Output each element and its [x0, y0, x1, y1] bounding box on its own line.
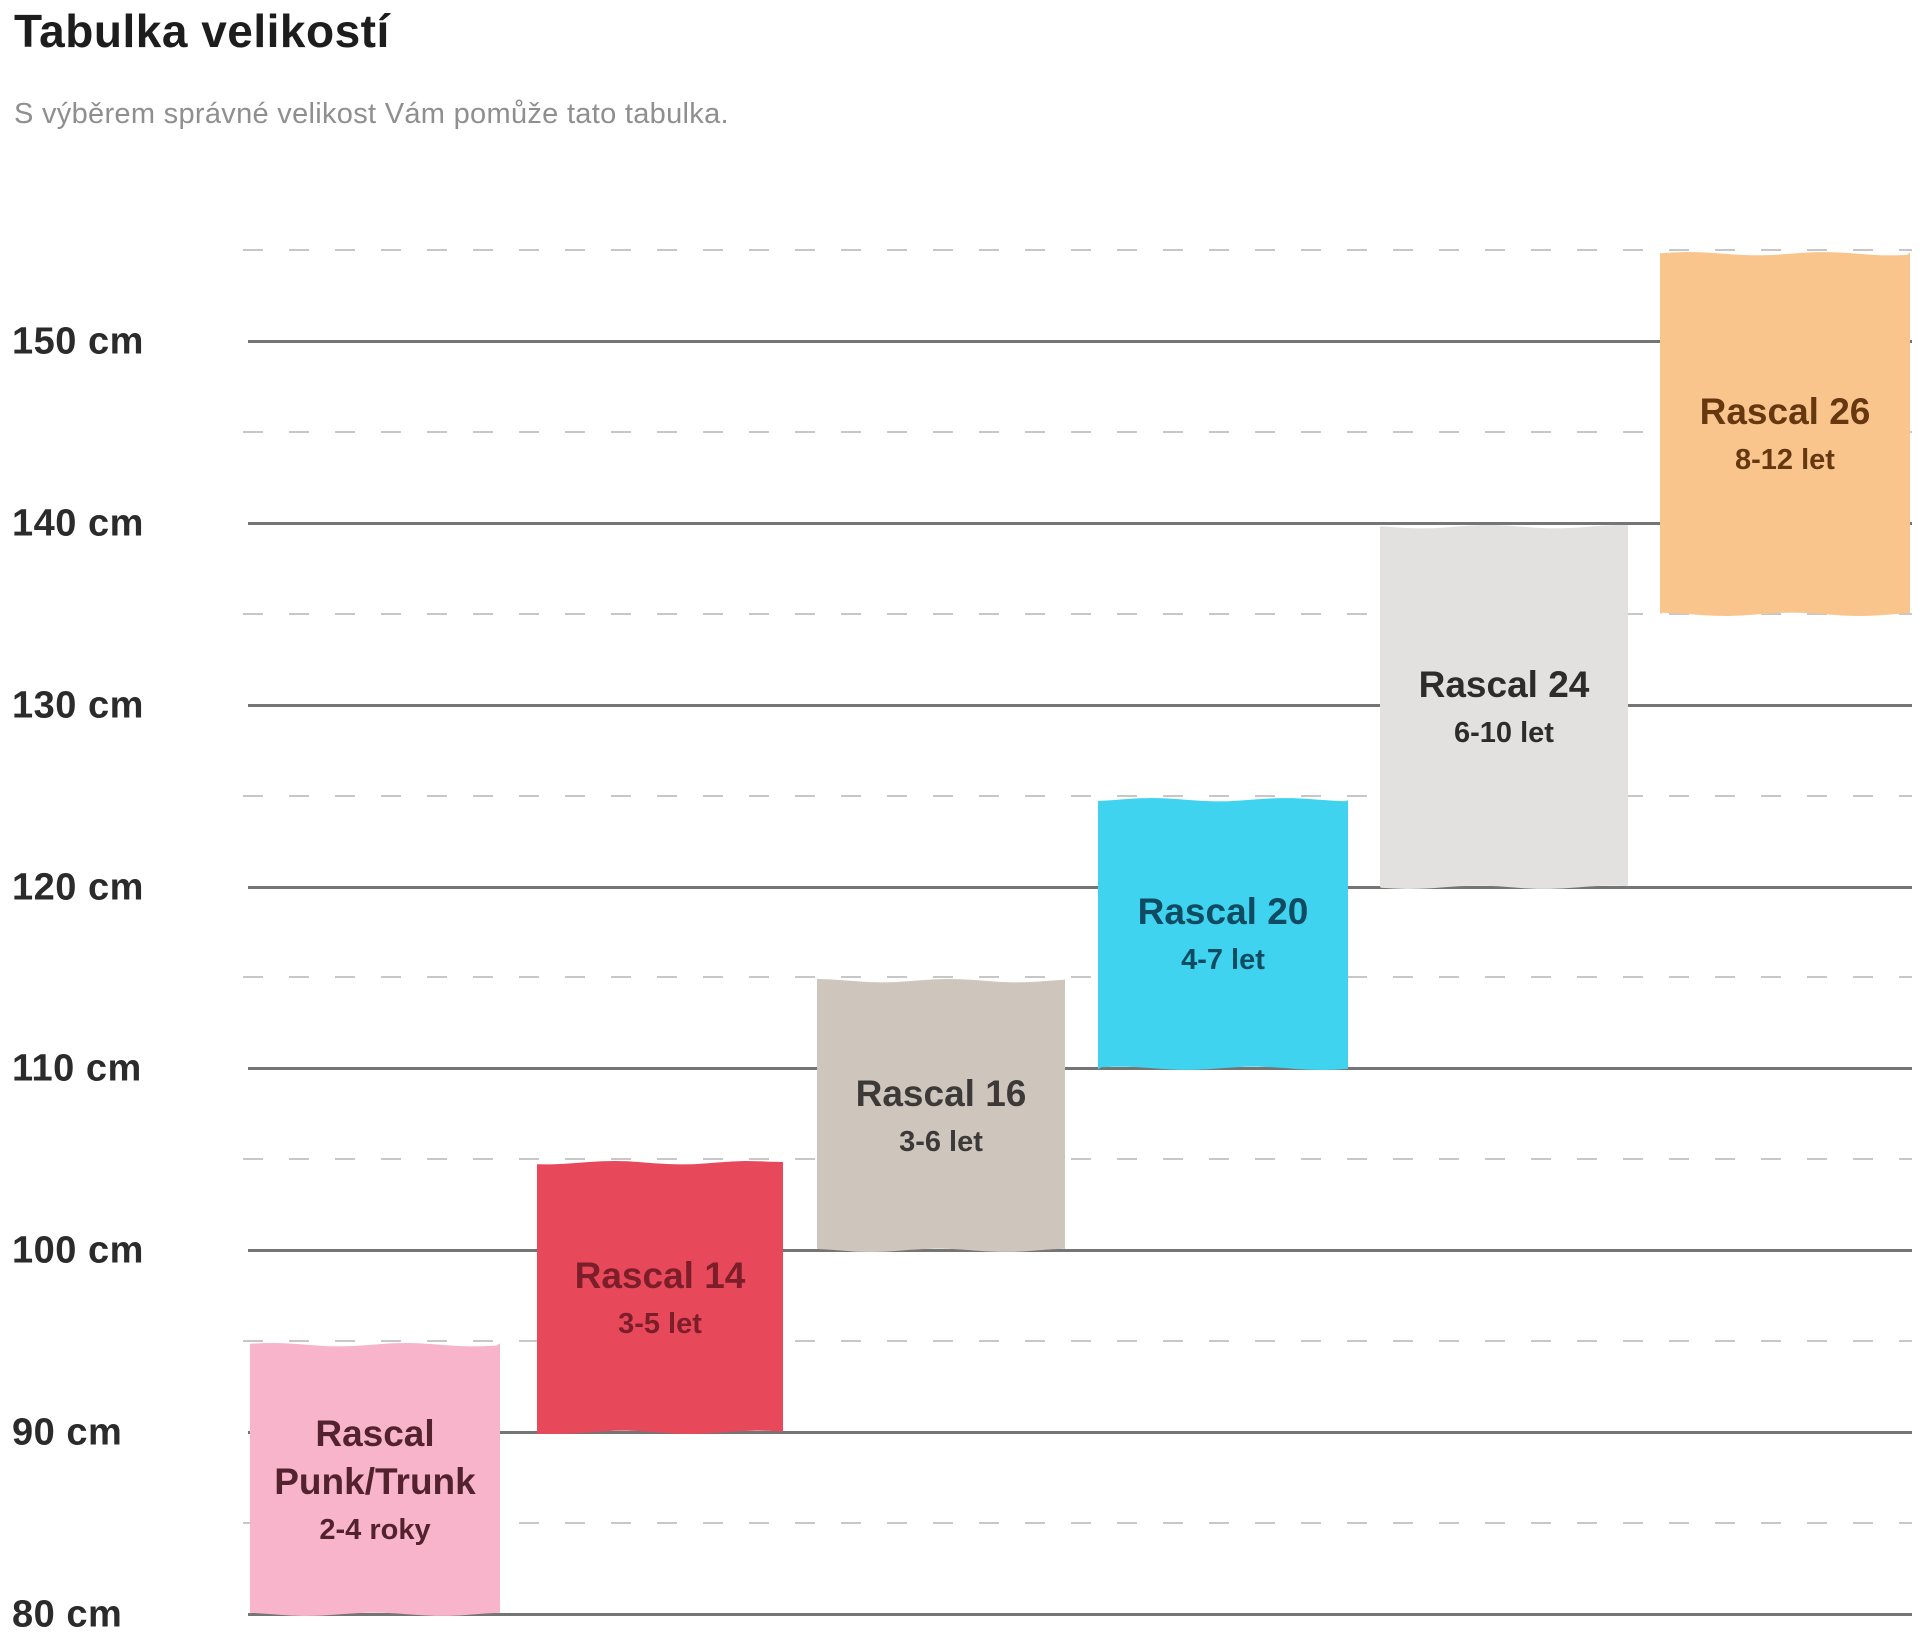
- y-axis-tick-label: 120 cm: [12, 866, 144, 909]
- major-gridline-110cm: [248, 1067, 1912, 1070]
- y-axis-tick-label: 80 cm: [12, 1593, 123, 1636]
- size-block-name: Rascal 24: [1418, 664, 1590, 705]
- minor-gridline-135cm: [243, 613, 1912, 615]
- y-axis-tick-label: 100 cm: [12, 1229, 144, 1272]
- size-block-rascal-24: Rascal 24 6-10 let: [1380, 525, 1628, 889]
- minor-gridline-145cm: [243, 431, 1912, 433]
- size-block-age: 3-5 let: [618, 1307, 702, 1340]
- size-block-rascal-16: Rascal 16 3-6 let: [817, 979, 1065, 1252]
- y-axis-tick-label: 140 cm: [12, 502, 144, 545]
- size-block-rascal-20: Rascal 20 4-7 let: [1098, 798, 1348, 1070]
- y-axis-tick-label: 130 cm: [12, 684, 144, 727]
- size-block-name: Rascal 26: [1699, 391, 1871, 432]
- major-gridline-150cm: [248, 340, 1912, 343]
- size-block-age: 4-7 let: [1181, 944, 1265, 976]
- size-block-name: Rascal: [315, 1412, 435, 1454]
- minor-gridline-95cm: [243, 1340, 1912, 1342]
- y-axis-tick-label: 150 cm: [12, 320, 144, 363]
- size-block-name: Rascal 14: [574, 1254, 746, 1296]
- page-title: Tabulka velikostí: [14, 5, 390, 57]
- minor-gridline-85cm: [243, 1522, 1912, 1524]
- size-block-age: 3-6 let: [899, 1125, 983, 1158]
- page-subtitle: S výběrem správné velikost Vám pomůže ta…: [14, 98, 729, 130]
- size-block-rascal-punk-trunk: Rascal Punk/Trunk 2-4 roky: [250, 1343, 500, 1616]
- y-axis-tick-label: 110 cm: [12, 1047, 142, 1090]
- major-gridline-80cm: [248, 1613, 1912, 1616]
- size-block-age: 6-10 let: [1454, 717, 1554, 749]
- size-block-name: Punk/Trunk: [274, 1460, 476, 1502]
- major-gridline-100cm: [248, 1249, 1912, 1252]
- minor-gridline-125cm: [243, 795, 1912, 797]
- major-gridline-90cm: [248, 1431, 1912, 1434]
- size-block-age: 8-12 let: [1735, 444, 1835, 476]
- size-block-rascal-14: Rascal 14 3-5 let: [537, 1161, 783, 1434]
- minor-gridline-155cm: [243, 249, 1912, 251]
- y-axis-tick-label: 90 cm: [12, 1411, 123, 1454]
- minor-gridline-105cm: [243, 1158, 1912, 1160]
- major-gridline-130cm: [248, 704, 1912, 707]
- major-gridline-120cm: [248, 886, 1912, 889]
- size-block-name: Rascal 16: [855, 1072, 1027, 1114]
- size-block-rascal-26: Rascal 26 8-12 let: [1660, 252, 1910, 616]
- size-block-age: 2-4 roky: [319, 1513, 431, 1546]
- minor-gridline-115cm: [243, 976, 1912, 978]
- major-gridline-140cm: [248, 522, 1912, 525]
- size-block-name: Rascal 20: [1137, 891, 1309, 932]
